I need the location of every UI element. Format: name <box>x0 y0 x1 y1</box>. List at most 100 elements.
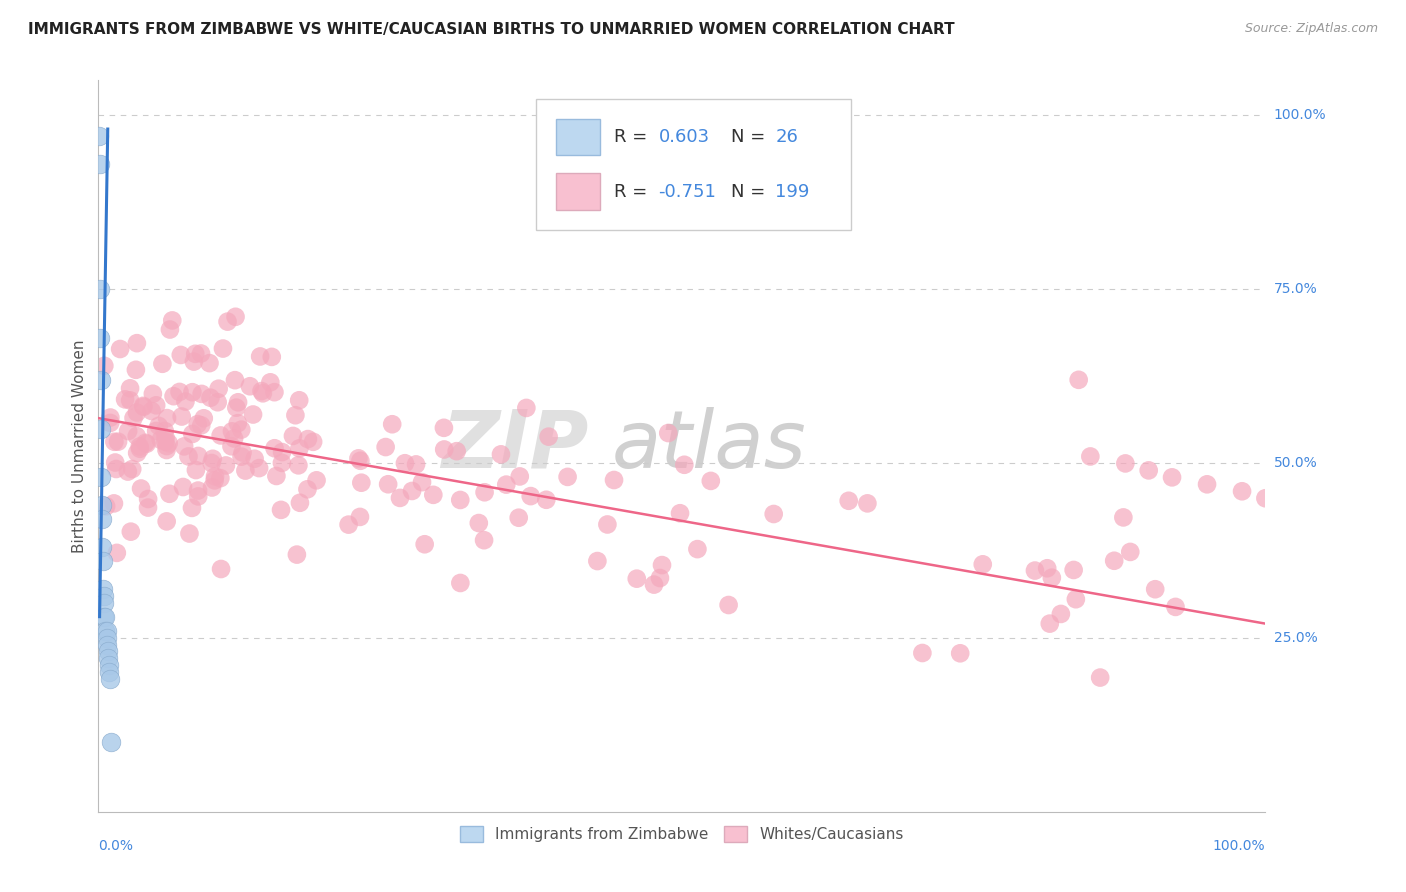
Point <box>972 558 994 572</box>
Point <box>669 506 692 520</box>
Point <box>208 382 231 396</box>
Point <box>263 385 285 400</box>
Point <box>128 440 150 454</box>
Point <box>201 451 224 466</box>
Point <box>90 512 112 526</box>
Point <box>155 431 177 445</box>
Point <box>141 404 163 418</box>
Point <box>259 376 281 390</box>
Point <box>221 439 243 453</box>
Point <box>349 454 371 468</box>
Point <box>97 658 120 673</box>
Point <box>159 322 181 336</box>
Point <box>100 735 122 749</box>
Text: Source: ZipAtlas.com: Source: ZipAtlas.com <box>1244 22 1378 36</box>
Point <box>284 409 307 423</box>
Point <box>221 425 243 439</box>
Point <box>1254 491 1277 506</box>
Point <box>239 379 262 393</box>
Point <box>93 359 115 373</box>
Point <box>159 487 181 501</box>
Point <box>413 537 436 551</box>
Point <box>215 458 238 473</box>
FancyBboxPatch shape <box>555 119 600 155</box>
Point <box>97 665 120 680</box>
Point <box>472 533 495 548</box>
Point <box>181 427 204 442</box>
Point <box>536 492 558 507</box>
Point <box>349 509 371 524</box>
Point <box>162 313 184 327</box>
Point <box>911 646 934 660</box>
Point <box>103 434 125 449</box>
Point <box>648 571 671 585</box>
Text: 25.0%: 25.0% <box>1274 631 1317 645</box>
Point <box>231 423 253 437</box>
Point <box>201 456 224 470</box>
Point <box>184 347 207 361</box>
Point <box>93 609 115 624</box>
Point <box>172 480 194 494</box>
Point <box>183 354 205 368</box>
Point <box>108 342 131 356</box>
Point <box>405 458 427 472</box>
Point <box>121 462 143 476</box>
Point <box>212 342 235 356</box>
Point <box>226 395 249 409</box>
Point <box>474 485 496 500</box>
Point <box>287 458 309 473</box>
Point <box>103 496 125 510</box>
Point <box>201 481 224 495</box>
Point <box>1119 545 1142 559</box>
Point <box>243 451 266 466</box>
Point <box>132 399 155 413</box>
Point <box>153 424 176 438</box>
Point <box>305 473 328 487</box>
Point <box>100 410 122 425</box>
Point <box>252 386 274 401</box>
Point <box>181 385 204 400</box>
Point <box>145 424 167 438</box>
Point <box>117 424 139 438</box>
Point <box>98 673 121 687</box>
Point <box>149 433 172 447</box>
Point <box>596 517 619 532</box>
Point <box>263 442 285 456</box>
Point <box>226 416 249 430</box>
Point <box>224 373 246 387</box>
Point <box>1050 607 1073 621</box>
Point <box>1164 599 1187 614</box>
Point <box>155 434 177 449</box>
Point <box>302 434 325 449</box>
Point <box>117 465 139 479</box>
Point <box>94 609 117 624</box>
Point <box>170 409 193 424</box>
Text: 0.603: 0.603 <box>658 128 710 146</box>
Point <box>1102 554 1125 568</box>
Point <box>449 493 471 508</box>
Point <box>90 498 112 512</box>
Point <box>717 598 740 612</box>
Point <box>96 631 118 645</box>
Point <box>105 462 128 476</box>
Point <box>179 526 201 541</box>
Point <box>1195 477 1218 491</box>
Point <box>762 507 785 521</box>
Point <box>125 405 148 419</box>
Point <box>190 387 212 401</box>
Point <box>90 421 112 435</box>
Point <box>173 439 195 453</box>
Point <box>247 461 270 475</box>
Point <box>136 500 159 515</box>
Text: -0.751: -0.751 <box>658 183 717 201</box>
Point <box>700 474 723 488</box>
Point <box>225 401 247 415</box>
Point <box>401 483 423 498</box>
Point <box>89 282 111 296</box>
Point <box>1114 457 1136 471</box>
Point <box>350 475 373 490</box>
Point <box>198 356 221 370</box>
Point <box>93 596 115 610</box>
Point <box>509 469 531 483</box>
Point <box>347 451 370 466</box>
